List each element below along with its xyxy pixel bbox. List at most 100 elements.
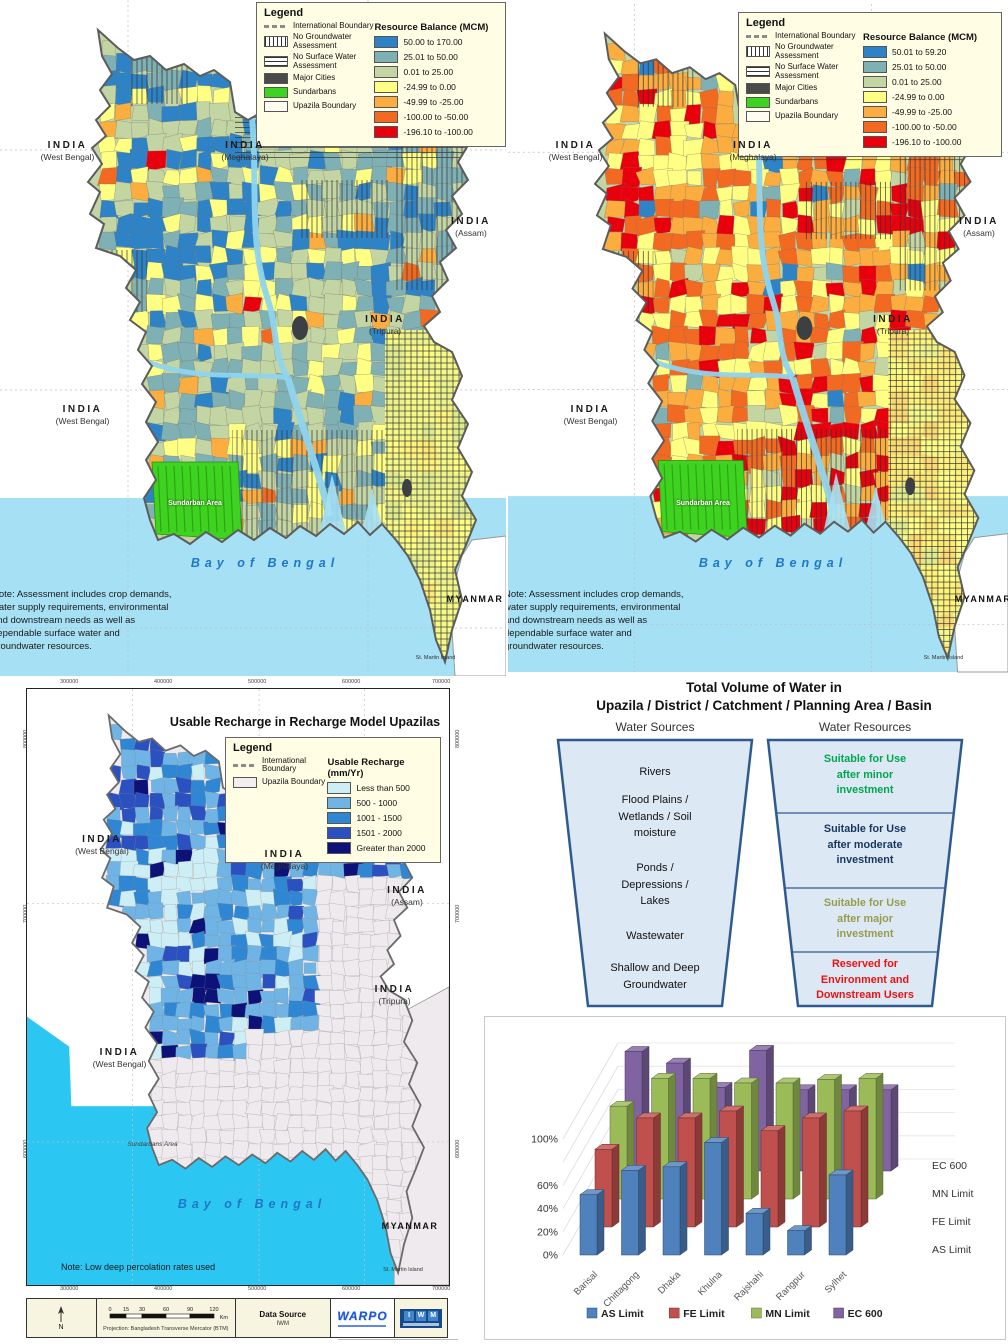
legend-item-label: No Groundwater Assessment	[293, 32, 352, 50]
water-resource-item: Suitable for Use after major investment	[823, 897, 907, 941]
legend-item: Major Cities	[746, 82, 863, 94]
water-source-item: Flood Plains / Wetlands / Soil moisture	[618, 794, 692, 839]
legend-item: No Groundwater Assessment	[264, 33, 374, 50]
legend-class-label: Greater than 2000	[356, 843, 426, 853]
legend-class-swatch	[863, 136, 888, 148]
y-tick-label: 100%	[531, 1134, 558, 1146]
legend-class-swatch	[863, 76, 888, 88]
legend-swatch	[586, 1307, 598, 1319]
legend-item-label: Sundarbans	[775, 97, 819, 107]
legend-item: Upazila Boundary	[746, 110, 863, 122]
legend-item-label: No Surface Water Assessment	[775, 62, 839, 80]
bar-as-limit-rangpur	[787, 1230, 805, 1256]
legend-class: 25.01 to 50.00	[863, 61, 995, 73]
legend-class-swatch	[327, 797, 352, 809]
warpo-logo: WARPO	[337, 1309, 388, 1323]
legend-class-swatch	[863, 61, 888, 73]
legend-swatch	[751, 1307, 762, 1319]
warpo-logo-cell: WARPO	[330, 1299, 396, 1337]
legend-label: MN Limit	[765, 1308, 810, 1320]
legend-swatch	[233, 776, 257, 788]
iwm-letter: M	[428, 1310, 439, 1321]
river-padma	[147, 359, 289, 381]
legend-swatch	[264, 86, 288, 98]
recharge-map-panel: Usable Recharge in Recharge Model Upazil…	[14, 678, 460, 1340]
legend-resource-balance-left: Legend International Boundary No Groundwat…	[256, 2, 506, 147]
series-axis-label: AS Limit	[932, 1244, 971, 1256]
y-tick-label: 0%	[543, 1250, 558, 1262]
legend-class: 50.01 to 59.20	[863, 46, 995, 58]
coord-y-left: 600000	[23, 1139, 29, 1158]
legend-item: International Boundary	[233, 756, 327, 774]
legend-class-label: -24.99 to 0.00	[403, 82, 456, 92]
legend-item-label: International Boundary	[293, 21, 374, 30]
legend-label: EC 600	[848, 1308, 883, 1320]
river-padma	[653, 359, 793, 380]
no-assessment-hatch	[395, 140, 476, 290]
legend-class-swatch	[327, 842, 352, 854]
scale-bar-cell: 0 15 30 60 90 120 Km Projection: Bangladesh Tr…	[97, 1299, 236, 1337]
legend-scale-title: Resource Balance (MCM)	[374, 22, 489, 33]
coord-x-bottom: 700000	[432, 1286, 451, 1292]
water-resources-header: Water Resources	[818, 720, 912, 734]
legend-class-label: 1501 - 2000	[356, 828, 402, 838]
intl-boundary-swatch	[264, 24, 288, 28]
bar-side	[890, 1084, 899, 1172]
legend-swatch	[746, 82, 770, 94]
legend-item: No Surface Water Assessment	[746, 63, 863, 80]
water-resource-item: Suitable for Use after moderate investme…	[823, 823, 907, 867]
legend-class-swatch	[327, 782, 352, 794]
category-label: Khulna	[696, 1269, 725, 1298]
y-tick-label: 20%	[537, 1226, 558, 1238]
legend-class: -49.99 to -25.00	[863, 106, 995, 118]
legend-item-label: Sundarbans	[293, 87, 337, 97]
legend-class-swatch	[374, 81, 399, 93]
legend-item: Sundarbans	[264, 86, 374, 98]
coord-x-top: 700000	[432, 679, 451, 685]
legend-class-label: -24.99 to 0.00	[892, 92, 945, 102]
bar-side	[679, 1161, 688, 1256]
svg-text:60: 60	[163, 1307, 169, 1313]
y-tick-label: 60%	[537, 1180, 558, 1192]
river-jamuna	[754, 120, 796, 380]
legend-swatch	[746, 96, 770, 108]
legend-class-swatch	[863, 106, 888, 118]
legend-class-swatch	[374, 66, 399, 78]
series-axis-label: MN Limit	[932, 1188, 973, 1200]
legend-item: International Boundary	[746, 31, 863, 40]
coord-x-top: 500000	[248, 679, 267, 685]
iwm-tagline-deco	[403, 1322, 440, 1326]
legend-class-label: -49.99 to -25.00	[403, 97, 464, 107]
legend-item: Sundarbans	[746, 96, 863, 108]
legend-class-label: Less than 500	[356, 783, 410, 793]
coord-x-bottom: 500000	[248, 1286, 267, 1292]
legend-title: Legend	[233, 742, 273, 754]
legend-item-label: Upazila Boundary	[775, 111, 839, 121]
legend-swatch	[746, 46, 770, 58]
bar-side	[819, 1112, 827, 1228]
major-city-chittagong	[402, 479, 412, 497]
bar-as-limit-khulna	[704, 1142, 722, 1256]
svg-text:90: 90	[187, 1307, 193, 1313]
legend-item-label: No Surface Water Assessment	[293, 52, 357, 70]
legend-class: 0.01 to 25.00	[374, 66, 499, 78]
legend-class: 1501 - 2000	[327, 827, 434, 839]
gridline-wall	[562, 1089, 619, 1186]
river-meghna	[284, 377, 334, 517]
legend-swatch	[833, 1307, 844, 1319]
bar-side	[596, 1189, 605, 1256]
svg-text:30: 30	[139, 1307, 145, 1313]
legend-title: Legend	[746, 17, 786, 29]
coord-y-left: 700000	[23, 904, 29, 923]
coord-y-right: 800000	[455, 729, 460, 748]
legend-label: FE Limit	[683, 1308, 725, 1320]
legend-swatch	[668, 1307, 680, 1319]
bar-side	[611, 1143, 620, 1228]
legend-class: Less than 500	[327, 782, 434, 794]
bar-as-limit-dhaka	[662, 1166, 681, 1256]
estuary	[822, 472, 852, 538]
sea-inlet	[27, 1016, 78, 1285]
